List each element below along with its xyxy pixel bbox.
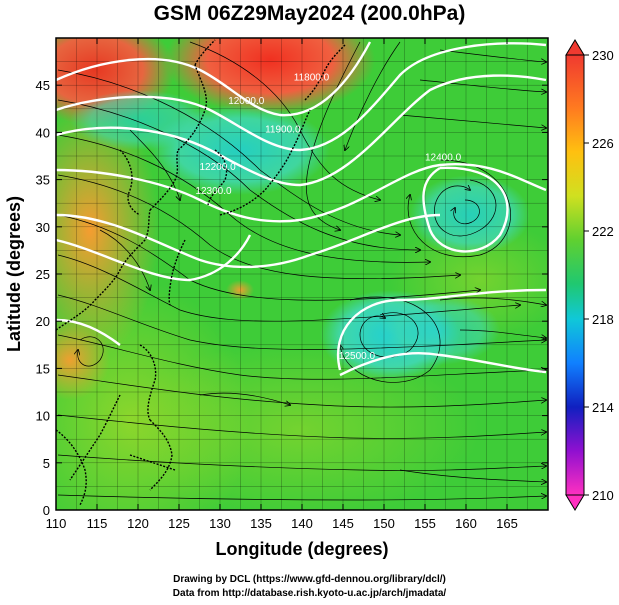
colorbar-tick-label: 218 — [592, 312, 614, 327]
colorbar-tick-label: 222 — [592, 224, 614, 239]
y-tick-label: 25 — [36, 267, 50, 282]
x-tick-label: 125 — [168, 516, 190, 531]
contour-label: 11800.0 — [294, 72, 330, 83]
x-tick-label: 145 — [332, 516, 354, 531]
colorbar-top-arrow — [565, 39, 585, 56]
colorbar-tick-label: 210 — [592, 488, 614, 503]
y-tick-label: 20 — [36, 314, 50, 329]
grid-lines — [56, 38, 548, 510]
wind-streamlines — [57, 41, 546, 501]
coastlines — [56, 39, 346, 506]
x-tick-label: 160 — [455, 516, 477, 531]
contour-label: 12400.0 — [425, 153, 462, 164]
x-tick-label: 115 — [87, 516, 108, 531]
x-tick-label: 140 — [291, 516, 313, 531]
y-tick-label: 35 — [36, 173, 50, 188]
y-tick-label: 0 — [43, 503, 50, 518]
contour-label: 12300.0 — [195, 186, 232, 197]
y-tick-label: 15 — [36, 361, 50, 376]
x-tick-label: 120 — [127, 516, 149, 531]
colorbar-tick-label: 230 — [592, 48, 614, 63]
contour-label: 12200.0 — [200, 162, 237, 173]
temperature-field — [56, 38, 548, 510]
y-tick-label: 40 — [36, 125, 50, 140]
y-tick-label: 30 — [36, 220, 50, 235]
contour-label: 12500.0 — [339, 351, 376, 362]
x-tick-label: 150 — [373, 516, 395, 531]
plot-title: GSM 06Z29May2024 (200.0hPa) — [153, 2, 466, 25]
contour-label: 11900.0 — [265, 124, 301, 135]
credit-line-data: Data from http://database.rish.kyoto-u.a… — [172, 588, 447, 599]
x-tick-labels: 110 115 120 125 130 135 140 145 150 155 160 165 — [46, 516, 518, 531]
credit-line-dcl: Drawing by DCL (https://www.gfd-dennou.o… — [173, 574, 446, 585]
contour-labels: 12200.0 12300.0 12000.0 11900.0 11800.0 12400… — [195, 72, 461, 361]
x-tick-label: 155 — [414, 516, 436, 531]
y-tick-label: 10 — [36, 409, 50, 424]
colorbar-scale — [565, 54, 585, 496]
colorbar-tick-label: 226 — [592, 136, 614, 151]
height-contours — [56, 41, 547, 377]
y-tick-label: 45 — [36, 78, 50, 93]
x-tick-label: 110 — [46, 516, 67, 531]
colorbar-tick-label: 214 — [592, 400, 614, 415]
y-tick-label: 5 — [43, 456, 50, 471]
colorbar: 230 226 222 218 214 210 — [565, 39, 614, 511]
axis-ticks — [55, 38, 548, 511]
x-tick-label: 130 — [209, 516, 231, 531]
contour-label: 12000.0 — [228, 96, 265, 107]
x-tick-label: 165 — [496, 516, 518, 531]
colorbar-bottom-arrow — [565, 494, 585, 511]
y-tick-labels: 0 5 10 15 20 25 30 35 40 45 — [36, 78, 50, 518]
y-axis-label: Latitude (degrees) — [4, 196, 24, 352]
x-axis-label: Longitude (degrees) — [215, 539, 388, 559]
x-tick-label: 135 — [250, 516, 272, 531]
